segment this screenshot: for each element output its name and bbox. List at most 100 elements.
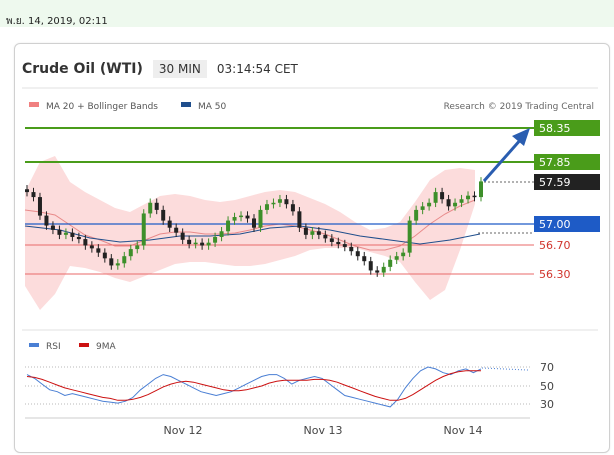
candle-body [122, 256, 127, 264]
candle-body [232, 217, 237, 221]
ma50-legend-swatch [181, 102, 191, 107]
candle-body [277, 199, 282, 203]
rsi-tick-50: 50 [540, 380, 554, 393]
candle-body [407, 220, 412, 253]
candle-body [303, 227, 308, 235]
candle-body [200, 242, 205, 246]
candlestick-series [25, 177, 483, 277]
candle-body [394, 256, 399, 260]
candle-body [284, 199, 289, 205]
ma50-line [24, 225, 481, 245]
candle-body [310, 231, 315, 235]
candle-body [433, 192, 438, 203]
level-label-56-30: 56.30 [539, 268, 571, 281]
chart-time: 03:14:54 CET [216, 62, 298, 76]
candle-body [368, 261, 373, 271]
candle-body [44, 215, 49, 226]
projection-arrowhead [512, 128, 530, 146]
level-tag-57-85: 57.85 [534, 154, 600, 170]
candle-body [135, 245, 140, 250]
rsi-ma-line [26, 370, 481, 401]
candle-body [239, 215, 244, 218]
candle-body [25, 189, 29, 193]
level-label-58-35: 58.35 [539, 122, 571, 135]
candle-body [466, 195, 471, 200]
x-tick-nov-12: Nov 12 [164, 424, 203, 437]
timeframe-badge[interactable]: 30 MIN [152, 60, 207, 78]
candle-body [381, 266, 386, 273]
timestamp: พ.ย. 14, 2019, 02:11 [6, 16, 108, 27]
candle-body [258, 209, 263, 228]
candle-body [109, 258, 114, 266]
level-tag-58-35: 58.35 [534, 120, 600, 136]
bollinger-legend-label: MA 20 + Bollinger Bands [46, 102, 158, 112]
candle-body [161, 209, 166, 221]
candle-body [154, 202, 159, 210]
candle-body [31, 192, 36, 198]
candle-body [453, 202, 458, 207]
candle-body [375, 270, 380, 273]
candle-body [96, 248, 101, 253]
candle-body [388, 259, 393, 267]
candle-body [323, 234, 328, 239]
ma50-legend-label: MA 50 [198, 102, 227, 112]
rsi-tick-70: 70 [540, 361, 554, 374]
candle-body [427, 202, 432, 207]
rsi-legend-label: RSI [46, 342, 61, 352]
level-label-57-85: 57.85 [539, 156, 571, 169]
source-label: Research © 2019 Trading Central [444, 102, 594, 112]
candle-body [83, 239, 88, 246]
timestamp-bar: พ.ย. 14, 2019, 02:11 [0, 0, 614, 27]
symbol-title: Crude Oil (WTI) [22, 61, 143, 77]
rsi-ma-legend-label: 9MA [96, 342, 116, 352]
candle-body [70, 232, 75, 237]
candle-body [479, 181, 483, 198]
candle-body [316, 231, 321, 235]
candle-body [420, 206, 425, 210]
level-label-56-70: 56.70 [539, 239, 571, 252]
candle-body [187, 239, 192, 245]
candle-body [472, 195, 477, 198]
candle-body [414, 209, 419, 221]
candle-body [264, 204, 269, 210]
candle-body [362, 256, 367, 262]
rsi-line [26, 366, 482, 408]
rsi-legend-swatch [29, 343, 39, 347]
candle-body [37, 197, 42, 216]
level-label-57-00: 57.00 [539, 218, 571, 231]
candle-body [174, 227, 179, 233]
candle-body [349, 246, 354, 252]
candle-body [297, 211, 302, 228]
candle-body [271, 202, 276, 205]
candle-body [446, 199, 451, 207]
candle-body [252, 218, 256, 228]
x-tick-nov-13: Nov 13 [304, 424, 343, 437]
candle-body [219, 231, 224, 237]
candle-body [115, 263, 120, 266]
candle-body [128, 249, 133, 257]
candle-body [180, 232, 185, 240]
candle-body [141, 213, 146, 246]
candle-body [226, 220, 231, 232]
candle-body [206, 242, 211, 246]
rsi-ma-legend-swatch [79, 343, 89, 347]
ma20-line [24, 199, 476, 251]
candle-body [213, 236, 218, 243]
level-tag-57-00: 57.00 [534, 216, 600, 232]
candle-body [290, 204, 295, 212]
candle-body [245, 215, 250, 219]
candle-body [336, 241, 341, 245]
projection-arrow [482, 137, 524, 182]
candle-body [148, 202, 153, 214]
candle-body [342, 244, 347, 247]
level-label-57-59: 57.59 [539, 176, 571, 189]
candle-body [459, 199, 464, 203]
rsi-tick-30: 30 [540, 398, 554, 411]
candle-body [329, 238, 334, 242]
chart-header: Crude Oil (WTI) 30 MIN 03:14:54 CET [22, 58, 298, 80]
candle-body [63, 232, 68, 235]
candle-body [440, 192, 445, 200]
candle-body [57, 229, 62, 235]
candle-body [102, 252, 107, 259]
